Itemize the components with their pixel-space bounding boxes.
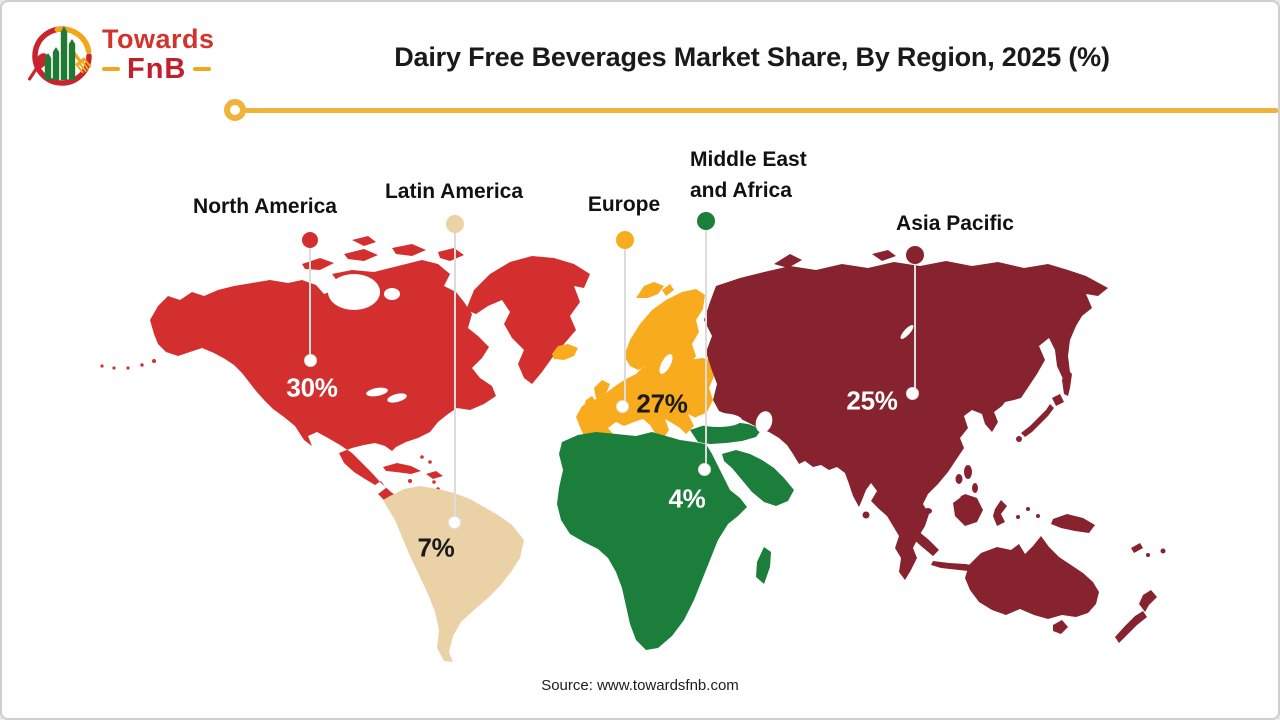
inland-water-overlays [328,274,914,433]
label-middle-east-africa: Middle East and Africa [690,148,807,202]
connector-latin-america [454,233,456,523]
value-asia-pacific: 25% [846,385,898,416]
brand-logo: Towards FnB [26,14,256,94]
pin-endpoint-north-america [304,354,317,367]
pin-dot-middle-east-africa [697,212,715,230]
pin-endpoint-latin-america [448,516,461,529]
brand-name-top: Towards [102,24,215,54]
map-region-europe [552,282,715,442]
map-region-north-america [100,236,590,519]
pin-dot-asia-pacific [906,246,924,264]
pin-endpoint-middle-east-africa [698,463,711,476]
spoon-icon [27,53,48,81]
connector-north-america [309,248,311,361]
connector-asia-pacific [914,264,916,394]
pin-dot-north-america [302,232,318,248]
brand-logo-icon [27,26,92,86]
logo-dash-left [102,67,120,71]
value-europe: 27% [636,388,688,419]
page-title: Dairy Free Beverages Market Share, By Re… [394,42,1110,72]
value-north-america: 30% [286,372,338,403]
title-divider-line [245,108,1278,113]
label-europe: Europe [587,193,661,216]
logo-arc [32,26,92,86]
growth-bars-icon [44,26,76,80]
title-divider-ring [224,99,246,121]
logo-dash-right [193,67,212,71]
brand-name-bottom: FnB [127,53,187,85]
label-asia-pacific: Asia Pacific [896,212,1014,235]
map-region-latin-america [383,486,524,662]
value-latin-america: 7% [417,532,455,563]
pin-dot-latin-america [446,215,464,233]
connector-middle-east-africa [705,230,707,470]
label-north-america: North America [193,195,337,218]
map-region-asia-pacific [704,250,1166,643]
pin-endpoint-asia-pacific [906,387,919,400]
map-region-middle-east-africa [557,422,794,650]
label-latin-america: Latin America [384,180,524,203]
pin-endpoint-europe [616,400,629,413]
pin-dot-europe [616,231,634,249]
source-attribution: Source: www.towardsfnb.com [541,677,739,694]
value-middle-east-africa: 4% [668,483,706,514]
brand-logo-text: Towards FnB [102,24,215,85]
logo-arc-gold [54,26,92,55]
connector-europe [624,249,626,407]
